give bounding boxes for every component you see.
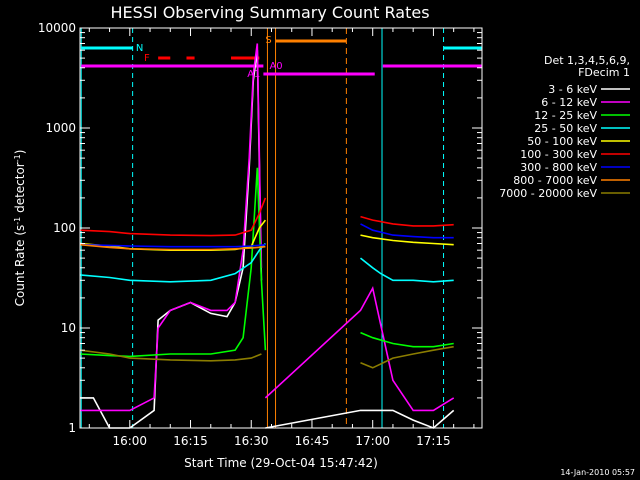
series-line-8-seg-0 (79, 349, 262, 362)
flag-label-n: N (136, 43, 143, 54)
series-line-5-seg-1 (360, 215, 454, 227)
legend-entry-label: 300 - 800 keV (520, 161, 597, 174)
plot-frame (79, 27, 483, 429)
legend-entry-label: 800 - 7000 keV (513, 174, 597, 187)
flag-label-s: S (265, 35, 271, 46)
series-line-2-seg-1 (360, 331, 454, 348)
legend-entry-label: 12 - 25 keV (534, 109, 597, 122)
series-line-5-seg-0 (79, 197, 267, 237)
legend-entry-label: 100 - 300 keV (520, 148, 597, 161)
chart-title: HESSI Observing Summary Count Rates (110, 3, 429, 22)
legend-entry-label: 3 - 6 keV (548, 83, 597, 96)
x-axis: 16:00 16:15 16:30 16:45 17:00 17:15 (88, 28, 475, 448)
legend-entry-label: 50 - 100 keV (527, 135, 597, 148)
series-line-4-seg-1 (360, 234, 454, 246)
series-line-6-seg-0 (79, 243, 266, 248)
y-axis-label: Count Rate (s-1 detector-1) (13, 150, 28, 307)
legend-entry-label: 7000 - 20000 keV (499, 187, 597, 200)
series-line-0-seg-0 (80, 50, 263, 429)
x-axis-label: Start Time (29-Oct-04 15:47:42) (184, 456, 378, 470)
series-line-1-seg-1 (264, 285, 455, 412)
x-tick-label: 16:15 (173, 434, 208, 448)
series-line-0-seg-1 (265, 409, 455, 429)
series-line-6-seg-1 (360, 223, 454, 239)
footer-timestamp: 14-Jan-2010 05:57 (560, 468, 635, 477)
series-line-7-seg-0 (79, 243, 266, 251)
series-line-3-seg-0 (79, 242, 266, 283)
x-tick-label: 16:30 (234, 434, 269, 448)
series-line-3-seg-1 (360, 257, 454, 283)
legend-header-line-2: FDecim 1 (578, 66, 630, 79)
series-line-1-seg-0 (80, 43, 263, 412)
x-tick-label: 16:00 (112, 434, 147, 448)
x-tick-label: 17:00 (355, 434, 390, 448)
legend-header-line-1: Det 1,3,4,5,6,9, (544, 54, 630, 67)
series-line-8-seg-1 (360, 345, 454, 369)
y-tick-label: 1000 (45, 121, 76, 135)
y-tick-label: 10000 (38, 21, 76, 35)
flag-label-a0: A0 (269, 61, 282, 72)
y-tick-label: 100 (53, 221, 76, 235)
legend-entry-label: 6 - 12 keV (541, 96, 597, 109)
x-tick-label: 16:45 (295, 434, 330, 448)
flag-label-f: F (144, 53, 150, 64)
y-axis: 1 10 100 1000 10000 (38, 21, 482, 435)
legend-entry-label: 25 - 50 keV (534, 122, 597, 135)
series-line-2-seg-0 (79, 167, 267, 358)
y-tick-label: 10 (61, 321, 76, 335)
y-tick-label: 1 (68, 421, 76, 435)
x-tick-label: 17:15 (416, 434, 451, 448)
